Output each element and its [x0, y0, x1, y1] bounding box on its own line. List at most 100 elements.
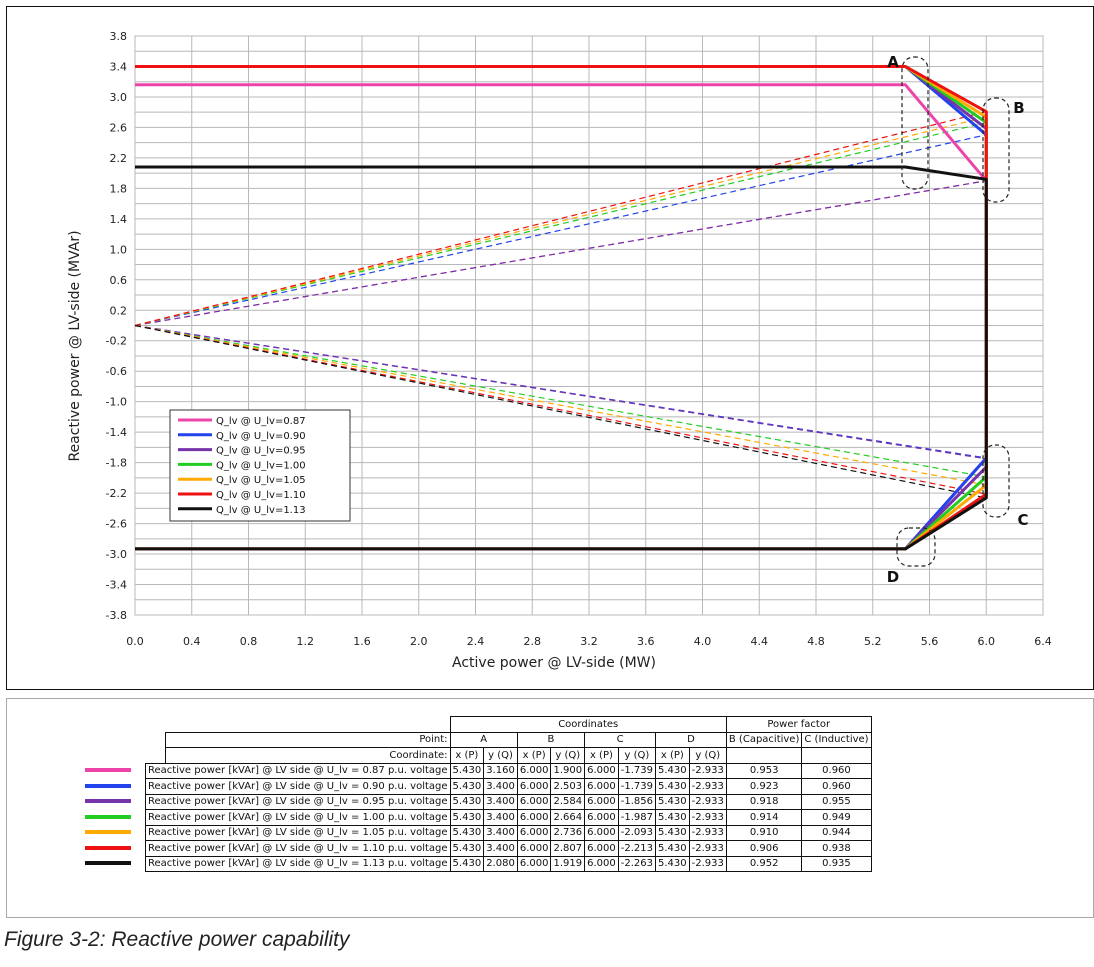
- x-tick-label: 5.6: [921, 635, 939, 648]
- coord-header: x (P): [516, 747, 552, 764]
- coord-cell: 3.400: [483, 824, 518, 841]
- coord-cell: 6.000: [584, 778, 619, 795]
- swatch-line: [85, 845, 131, 850]
- swatch-line: [85, 861, 131, 866]
- coord-cell: 3.400: [483, 778, 518, 795]
- power-factor-cell: 0.918: [725, 793, 803, 810]
- coord-cell: 6.000: [516, 793, 552, 810]
- coord-cell: 5.430: [449, 840, 485, 857]
- row-color-swatch: [83, 825, 146, 841]
- coord-cell: -2.933: [688, 809, 727, 826]
- coord-cell: 6.000: [584, 855, 619, 872]
- row-label: Reactive power [kVAr] @ LV side @ U_lv =…: [145, 778, 451, 795]
- annotation-label-d: D: [887, 568, 899, 586]
- point-d-header: D: [655, 731, 727, 748]
- pf-b-header: B (Capacitive): [725, 731, 803, 748]
- coord-cell: -2.093: [617, 824, 657, 841]
- coord-cell: 3.400: [483, 809, 518, 826]
- annotation-label-c: C: [1017, 511, 1028, 529]
- coord-cell: 1.900: [550, 762, 586, 779]
- coord-cell: 2.664: [550, 809, 586, 826]
- coord-cell: 2.584: [550, 793, 586, 810]
- annotation-box: [901, 56, 929, 190]
- dashed-line: [134, 324, 987, 486]
- coord-cell: 5.430: [655, 840, 690, 857]
- coord-header: y (Q): [483, 747, 518, 764]
- legend-entry: Q_lv @ U_lv=1.10: [216, 490, 306, 501]
- row-label: Reactive power [kVAr] @ LV side @ U_lv =…: [145, 793, 451, 810]
- row-label: Reactive power [kVAr] @ LV side @ U_lv =…: [145, 855, 451, 872]
- x-tick-label: 5.2: [864, 635, 882, 648]
- swatch-line: [85, 768, 131, 773]
- coord-cell: -2.933: [688, 824, 727, 841]
- coord-cell: 2.503: [550, 778, 586, 795]
- coord-cell: 5.430: [449, 824, 485, 841]
- coord-header: y (Q): [550, 747, 586, 764]
- dashed-line: [134, 111, 987, 327]
- point-a-header: A: [449, 731, 518, 748]
- y-tick-label: 3.0: [110, 91, 128, 104]
- x-tick-label: 4.4: [751, 635, 769, 648]
- coord-cell: -2.933: [688, 762, 727, 779]
- y-tick-label: -3.0: [106, 548, 127, 561]
- coordinates-header: Coordinates: [449, 716, 727, 733]
- y-tick-label: 1.0: [110, 243, 128, 256]
- y-tick-label: -3.4: [106, 579, 127, 592]
- row-label: Reactive power [kVAr] @ LV side @ U_lv =…: [145, 840, 451, 857]
- coord-header: y (Q): [688, 747, 727, 764]
- legend-entry: Q_lv @ U_lv=0.95: [216, 446, 306, 457]
- series-lines: [135, 65, 988, 551]
- coord-cell: 6.000: [516, 840, 552, 857]
- coord-header: x (P): [655, 747, 690, 764]
- row-label: Reactive power [kVAr] @ LV side @ U_lv =…: [145, 824, 451, 841]
- row-color-swatch: [83, 763, 146, 779]
- x-tick-label: 1.2: [297, 635, 315, 648]
- power-factor-cell: 0.960: [801, 762, 872, 779]
- figure-caption: Figure 3-2: Reactive power capability: [4, 928, 350, 951]
- power-factor-cell: 0.938: [801, 840, 872, 857]
- coord-cell: 6.000: [584, 809, 619, 826]
- coord-header: x (P): [584, 747, 619, 764]
- x-tick-label: 6.0: [978, 635, 996, 648]
- chart-frame: A B C D 0.0 0.4 0.8 1.2 1.6 2.0 2.4 2.8 3.2 3.6 4.0 4.…: [6, 6, 1094, 690]
- x-tick-label: 2.0: [410, 635, 428, 648]
- coord-cell: 6.000: [584, 840, 619, 857]
- power-factor-cell: 0.906: [725, 840, 803, 857]
- row-color-swatch: [83, 779, 146, 795]
- annotations: A B C D: [887, 53, 1029, 586]
- annotation-box: [982, 444, 1010, 518]
- coord-cell: 5.430: [655, 809, 690, 826]
- y-tick-label: 1.4: [110, 213, 128, 226]
- dashed-line: [134, 116, 987, 327]
- dashed-line: [134, 324, 987, 478]
- y-tick-label: 0.2: [110, 304, 128, 317]
- coord-cell: 6.000: [584, 824, 619, 841]
- power-factor-cell: 0.952: [725, 855, 803, 872]
- dashed-line: [134, 121, 987, 327]
- x-tick-label: 0.4: [183, 635, 201, 648]
- annotation-box: [896, 527, 936, 567]
- coord-cell: 5.430: [449, 793, 485, 810]
- y-tick-label: -2.6: [106, 518, 127, 531]
- coord-cell: -2.213: [617, 840, 657, 857]
- dashed-line: [134, 324, 987, 495]
- table-point-row: Point: A B C D B (Capacitive) C (Inducti…: [83, 731, 872, 748]
- dashed-line: [134, 324, 987, 499]
- table-row: Reactive power [kVAr] @ LV side @ U_lv =…: [83, 840, 872, 857]
- dashed-line: [134, 324, 987, 460]
- table-row: Reactive power [kVAr] @ LV side @ U_lv =…: [83, 793, 872, 810]
- coord-cell: -2.933: [688, 793, 727, 810]
- table-row: Reactive power [kVAr] @ LV side @ U_lv =…: [83, 762, 872, 779]
- table-row: Reactive power [kVAr] @ LV side @ U_lv =…: [83, 824, 872, 841]
- coord-cell: 5.430: [449, 778, 485, 795]
- coord-cell: 6.000: [584, 762, 619, 779]
- x-tick-label: 4.0: [694, 635, 712, 648]
- annotation-label-a: A: [887, 53, 899, 71]
- y-tick-label: 2.6: [110, 121, 128, 134]
- swatch-line: [85, 814, 131, 819]
- coord-cell: 5.430: [449, 855, 485, 872]
- coord-cell: 5.430: [655, 855, 690, 872]
- coord-cell: 6.000: [516, 762, 552, 779]
- y-tick-label: -3.8: [106, 609, 127, 622]
- x-tick-label: 2.8: [524, 635, 542, 648]
